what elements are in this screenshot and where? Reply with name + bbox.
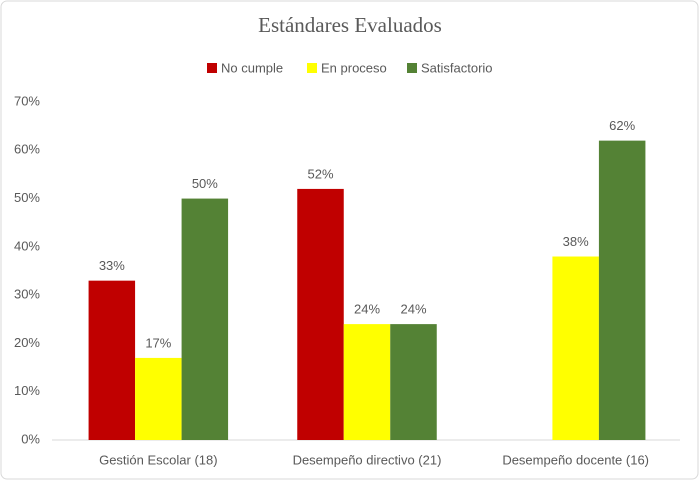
y-tick-label: 40%: [14, 238, 40, 253]
y-tick-label: 70%: [14, 93, 40, 108]
value-label: 24%: [400, 302, 426, 317]
y-tick-label: 10%: [14, 383, 40, 398]
bar: [135, 357, 182, 440]
legend-swatch: [407, 63, 417, 73]
value-label: 50%: [192, 176, 218, 191]
value-label: 24%: [354, 302, 380, 317]
y-tick-label: 20%: [14, 335, 40, 350]
bar: [343, 324, 391, 440]
x-tick-label: Desempeño directivo (21): [293, 452, 442, 467]
bar: [88, 280, 136, 440]
legend-label: No cumple: [221, 60, 283, 75]
value-label: 62%: [609, 118, 635, 133]
value-label: 52%: [307, 166, 333, 181]
value-label: 33%: [99, 258, 125, 273]
x-tick-label: Desempeño docente (16): [502, 452, 649, 467]
y-tick-label: 30%: [14, 287, 40, 302]
value-label: 17%: [145, 335, 171, 350]
bar: [297, 188, 344, 440]
y-tick-label: 0%: [21, 431, 40, 446]
legend-swatch: [307, 63, 317, 73]
y-tick-label: 60%: [14, 142, 40, 157]
bar: [598, 140, 646, 440]
chart-title: Estándares Evaluados: [258, 13, 442, 37]
bar: [181, 198, 229, 440]
bar: [390, 324, 437, 440]
bar: [552, 256, 599, 440]
x-tick-label: Gestión Escolar (18): [99, 452, 218, 467]
y-tick-label: 50%: [14, 190, 40, 205]
legend-swatch: [207, 63, 217, 73]
value-label: 38%: [563, 234, 589, 249]
legend-label: En proceso: [321, 60, 387, 75]
legend-label: Satisfactorio: [421, 60, 493, 75]
